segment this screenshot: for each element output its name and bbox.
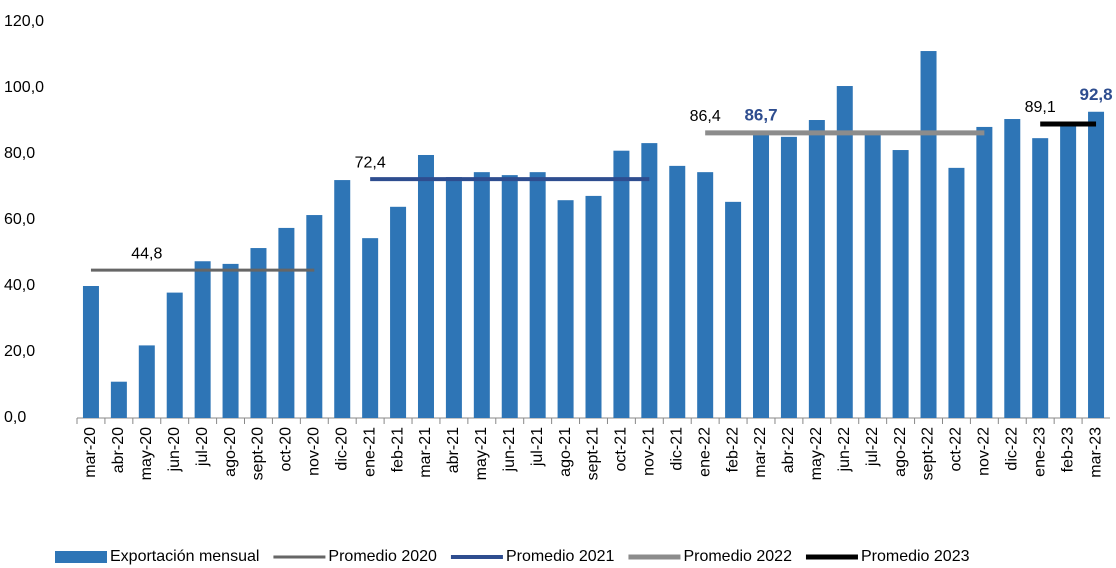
bar: [306, 215, 323, 418]
bar: [166, 292, 183, 418]
x-tick-label: sept-22: [920, 427, 937, 480]
x-tick-label: mar-20: [82, 427, 99, 478]
bar: [976, 126, 993, 418]
bar: [417, 154, 434, 419]
x-tick-label: ene-21: [361, 427, 378, 477]
x-tick-label: mar-23: [1087, 427, 1104, 478]
bar: [445, 177, 462, 418]
bar: [110, 381, 127, 418]
x-tick-label: jun-22: [836, 427, 853, 473]
average-label: 44,8: [131, 245, 162, 262]
x-tick-label: sept-20: [250, 427, 267, 480]
legend-label: Exportación mensual: [110, 548, 259, 565]
legend-label: Promedio 2021: [506, 548, 615, 565]
x-tick-label: dic-20: [333, 427, 350, 471]
bar: [808, 120, 825, 418]
x-tick-label: ene-22: [696, 427, 713, 477]
bar: [529, 172, 546, 418]
legend-label: Promedio 2022: [683, 548, 792, 565]
average-label: 86,4: [690, 108, 721, 125]
x-tick-label: abr-20: [110, 427, 127, 473]
bar: [780, 136, 797, 418]
bar: [725, 201, 742, 418]
x-tick-label: ene-23: [1031, 427, 1048, 477]
x-tick-label: oct-20: [278, 427, 295, 472]
x-tick-label: jul-20: [194, 427, 211, 467]
x-tick-label: mar-21: [417, 427, 434, 478]
x-tick-label: nov-20: [306, 427, 323, 476]
x-tick-label: jul-21: [529, 427, 546, 467]
bar: [836, 86, 853, 419]
x-tick-label: feb-23: [1059, 427, 1076, 472]
bar: [669, 165, 686, 418]
bar: [334, 180, 351, 418]
x-tick-label: may-21: [473, 427, 490, 480]
y-tick-label: 100,0: [4, 79, 44, 96]
x-tick-label: jun-21: [501, 427, 518, 473]
data-label: 86,7: [744, 105, 777, 124]
bar: [920, 51, 937, 418]
y-tick-label: 120,0: [4, 13, 44, 30]
bar: [753, 131, 770, 418]
bar: [1088, 111, 1105, 418]
x-tick-label: feb-22: [724, 427, 741, 472]
x-tick-label: sept-21: [585, 427, 602, 480]
bar: [222, 263, 239, 418]
x-tick-label: abr-21: [445, 427, 462, 473]
legend-label: Promedio 2023: [861, 548, 970, 565]
bar: [613, 150, 630, 418]
x-tick-label: ago-21: [557, 427, 574, 477]
x-tick-label: dic-22: [1004, 427, 1021, 471]
average-label: 89,1: [1025, 99, 1056, 116]
x-tick-label: nov-22: [976, 427, 993, 476]
bar: [278, 227, 295, 418]
x-tick-label: oct-21: [613, 427, 630, 472]
x-tick-label: nov-21: [641, 427, 658, 476]
x-tick-label: feb-21: [389, 427, 406, 472]
x-tick-label: jul-22: [864, 427, 881, 467]
y-tick-label: 20,0: [4, 343, 35, 360]
x-tick-label: mar-22: [752, 427, 769, 478]
bar: [82, 286, 99, 418]
bar: [585, 195, 602, 418]
bar: [362, 238, 379, 418]
bar: [194, 261, 211, 418]
bar: [864, 132, 881, 419]
bar: [1004, 119, 1021, 419]
data-label: 92,8: [1079, 85, 1112, 104]
x-tick-label: oct-22: [948, 427, 965, 472]
y-tick-label: 60,0: [4, 211, 35, 228]
y-tick-label: 40,0: [4, 277, 35, 294]
bar: [557, 200, 574, 418]
bar: [697, 172, 714, 418]
bar: [641, 143, 658, 419]
x-tick-label: abr-22: [780, 427, 797, 473]
bar: [138, 345, 155, 418]
legend-label: Promedio 2020: [328, 548, 437, 565]
bar: [892, 150, 909, 419]
legend-swatch: [55, 551, 107, 563]
x-tick-label: dic-21: [668, 427, 685, 471]
x-tick-label: ago-22: [892, 427, 909, 477]
y-tick-label: 80,0: [4, 145, 35, 162]
x-tick-label: jun-20: [166, 427, 183, 473]
x-tick-label: may-22: [808, 427, 825, 480]
bar: [473, 172, 490, 418]
bar: [501, 175, 518, 418]
bar: [1060, 122, 1077, 418]
bar: [250, 248, 267, 418]
bar: [948, 167, 965, 418]
y-tick-label: 0,0: [4, 409, 26, 426]
average-label: 72,4: [355, 154, 386, 171]
bar: [390, 206, 407, 418]
x-tick-label: may-20: [138, 427, 155, 480]
bar: [1032, 138, 1049, 418]
x-tick-label: ago-20: [222, 427, 239, 477]
